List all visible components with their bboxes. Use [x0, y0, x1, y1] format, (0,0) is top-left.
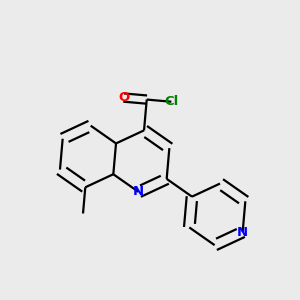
Text: O: O	[118, 91, 129, 104]
Text: N: N	[133, 185, 144, 199]
Text: N: N	[237, 226, 248, 238]
Text: Cl: Cl	[164, 95, 178, 108]
